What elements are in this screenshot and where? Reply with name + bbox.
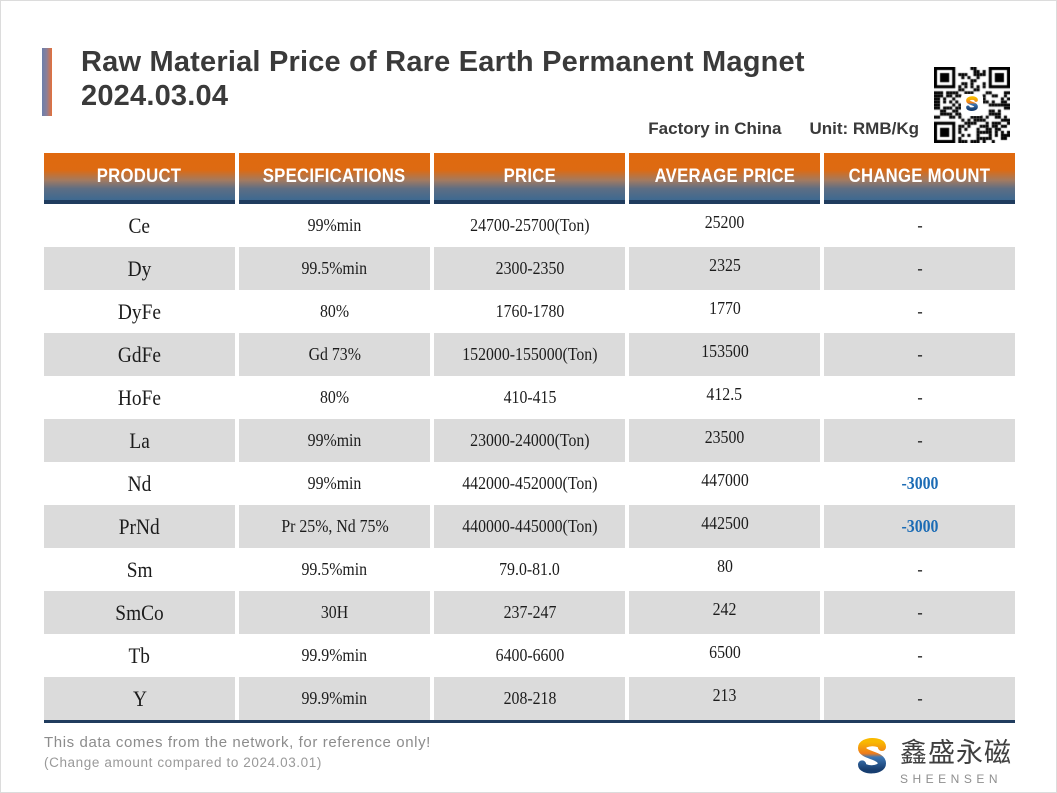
cell-price: 6400-6600 bbox=[434, 634, 625, 677]
cell-price: 2300-2350 bbox=[434, 247, 625, 290]
table-body: Ce 99%min 24700-25700(Ton) 25200- Dy 99.5%min… bbox=[44, 204, 1015, 720]
cell-specifications: 99.9%min bbox=[239, 634, 430, 677]
table-row: Ce 99%min 24700-25700(Ton) 25200- bbox=[44, 204, 1015, 247]
cell-specifications: 99.5%min bbox=[239, 247, 430, 290]
cell-specifications: 99%min bbox=[239, 204, 430, 247]
cell-price: 208-218 bbox=[434, 677, 625, 720]
qr-center-logo bbox=[961, 94, 983, 116]
cell-average-price: 447000 bbox=[629, 462, 820, 505]
table-row: HoFe 80% 410-415 412.5- bbox=[44, 376, 1015, 419]
cell-product: Dy bbox=[44, 247, 235, 290]
cell-product: Sm bbox=[44, 548, 235, 591]
cell-product: La bbox=[44, 419, 235, 462]
cell-change-mount: - bbox=[824, 376, 1015, 419]
cell-change-mount: - bbox=[824, 634, 1015, 677]
cell-average-price: 2325 bbox=[629, 247, 820, 290]
cell-average-price: 1770 bbox=[629, 290, 820, 333]
cell-price: 79.0-81.0 bbox=[434, 548, 625, 591]
footer-line2: (Change amount compared to 2024.03.01) bbox=[44, 755, 322, 770]
unit-label: Unit: RMB/Kg bbox=[809, 119, 919, 138]
cell-average-price: 242 bbox=[629, 591, 820, 634]
brand-name-en: SHEENSEN bbox=[900, 772, 1003, 786]
cell-specifications: 99%min bbox=[239, 462, 430, 505]
cell-specifications: 80% bbox=[239, 376, 430, 419]
s-logo-icon bbox=[966, 96, 978, 112]
cell-average-price: 213 bbox=[629, 677, 820, 720]
cell-price: 440000-445000(Ton) bbox=[434, 505, 625, 548]
cell-change-mount: - bbox=[824, 247, 1015, 290]
cell-price: 237-247 bbox=[434, 591, 625, 634]
cell-product: SmCo bbox=[44, 591, 235, 634]
cell-change-mount: - bbox=[824, 204, 1015, 247]
title-accent-bar bbox=[42, 48, 52, 116]
page-title: Raw Material Price of Rare Earth Permane… bbox=[81, 45, 805, 113]
cell-average-price: 442500 bbox=[629, 505, 820, 548]
cell-average-price: 80 bbox=[629, 548, 820, 591]
table-row: Nd 99%min 442000-452000(Ton) 447000 -3000 bbox=[44, 462, 1015, 505]
cell-product: Ce bbox=[44, 204, 235, 247]
page-title-line1: Raw Material Price of Rare Earth Permane… bbox=[81, 46, 805, 78]
cell-specifications: 99%min bbox=[239, 419, 430, 462]
cell-price: 152000-155000(Ton) bbox=[434, 333, 625, 376]
brand-name-cn: 鑫盛永磁 bbox=[900, 738, 1012, 768]
table-bottom-border bbox=[44, 720, 1015, 723]
cell-average-price: 6500 bbox=[629, 634, 820, 677]
page-title-line2: 2024.03.04 bbox=[81, 80, 229, 112]
cell-average-price: 412.5 bbox=[629, 376, 820, 419]
cell-price: 1760-1780 bbox=[434, 290, 625, 333]
table-row: SmCo 30H 237-247 242- bbox=[44, 591, 1015, 634]
cell-specifications: 99.5%min bbox=[239, 548, 430, 591]
cell-specifications: 30H bbox=[239, 591, 430, 634]
cell-average-price: 25200 bbox=[629, 204, 820, 247]
cell-product: PrNd bbox=[44, 505, 235, 548]
header-price: PRICE bbox=[434, 153, 625, 204]
table-row: La 99%min 23000-24000(Ton) 23500- bbox=[44, 419, 1015, 462]
cell-specifications: Gd 73% bbox=[239, 333, 430, 376]
cell-change-mount: - bbox=[824, 548, 1015, 591]
cell-product: GdFe bbox=[44, 333, 235, 376]
header-product: PRODUCT bbox=[44, 153, 235, 204]
header-change-mount: CHANGE MOUNT bbox=[824, 153, 1015, 204]
table-row: Y 99.9%min 208-218 213- bbox=[44, 677, 1015, 720]
cell-average-price: 153500 bbox=[629, 333, 820, 376]
cell-change-mount: -3000 bbox=[824, 505, 1015, 548]
cell-average-price: 23500 bbox=[629, 419, 820, 462]
cell-price: 23000-24000(Ton) bbox=[434, 419, 625, 462]
qr-code bbox=[933, 66, 1011, 144]
cell-change-mount: - bbox=[824, 591, 1015, 634]
table-row: Sm 99.5%min 79.0-81.0 80- bbox=[44, 548, 1015, 591]
cell-change-mount: - bbox=[824, 290, 1015, 333]
cell-specifications: Pr 25%, Nd 75% bbox=[239, 505, 430, 548]
table-header-row: PRODUCT SPECIFICATIONS PRICE AVERAGE PRI… bbox=[44, 153, 1015, 204]
cell-specifications: 80% bbox=[239, 290, 430, 333]
cell-change-mount: - bbox=[824, 677, 1015, 720]
cell-product: Y bbox=[44, 677, 235, 720]
table-row: DyFe 80% 1760-1780 1770- bbox=[44, 290, 1015, 333]
cell-specifications: 99.9%min bbox=[239, 677, 430, 720]
cell-product: Tb bbox=[44, 634, 235, 677]
footer-line1: This data comes from the network, for re… bbox=[44, 734, 431, 751]
brand-logo: 鑫盛永磁 SHEENSEN bbox=[850, 731, 1012, 786]
s-logo-icon bbox=[857, 737, 887, 773]
subtitle: Factory in China Unit: RMB/Kg bbox=[648, 119, 919, 139]
factory-label: Factory in China bbox=[648, 119, 782, 138]
header-average-price: AVERAGE PRICE bbox=[629, 153, 820, 204]
cell-price: 410-415 bbox=[434, 376, 625, 419]
table-row: Dy 99.5%min 2300-2350 2325- bbox=[44, 247, 1015, 290]
cell-product: Nd bbox=[44, 462, 235, 505]
cell-change-mount: -3000 bbox=[824, 462, 1015, 505]
table-row: PrNd Pr 25%, Nd 75% 440000-445000(Ton) 4425… bbox=[44, 505, 1015, 548]
cell-change-mount: - bbox=[824, 333, 1015, 376]
footer-note: This data comes from the network, for re… bbox=[44, 734, 431, 770]
cell-price: 442000-452000(Ton) bbox=[434, 462, 625, 505]
cell-change-mount: - bbox=[824, 419, 1015, 462]
cell-product: DyFe bbox=[44, 290, 235, 333]
price-table: PRODUCT SPECIFICATIONS PRICE AVERAGE PRI… bbox=[44, 153, 1015, 723]
cell-product: HoFe bbox=[44, 376, 235, 419]
table-row: GdFe Gd 73% 152000-155000(Ton) 153500- bbox=[44, 333, 1015, 376]
table-row: Tb 99.9%min 6400-6600 6500- bbox=[44, 634, 1015, 677]
header-specifications: SPECIFICATIONS bbox=[239, 153, 430, 204]
cell-price: 24700-25700(Ton) bbox=[434, 204, 625, 247]
